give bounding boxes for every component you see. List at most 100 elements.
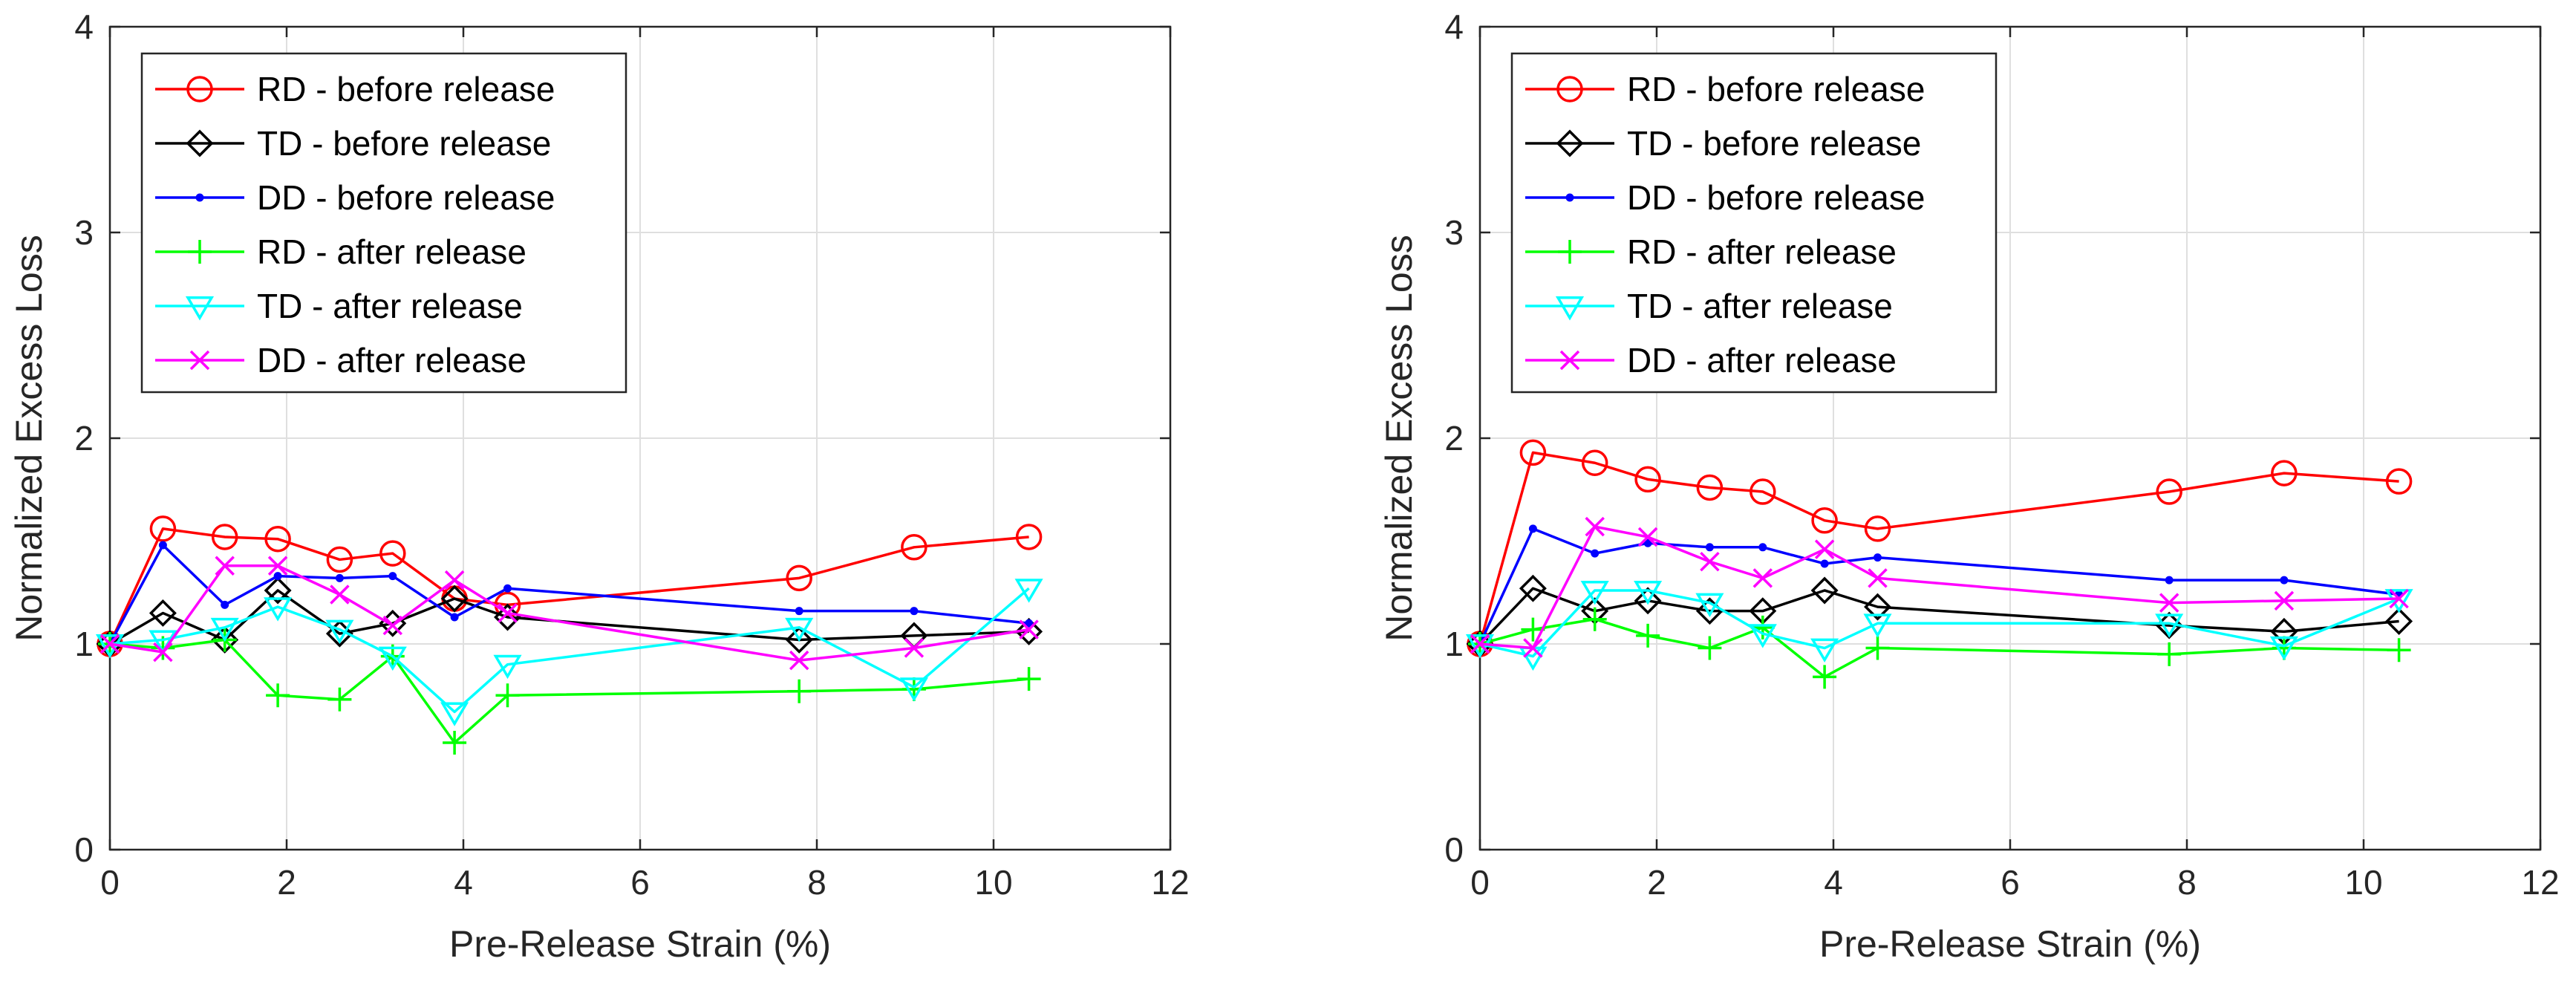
x-tick-label: 12 [1151, 863, 1189, 902]
y-tick-label: 1 [74, 625, 94, 663]
marker-x [1470, 634, 1490, 654]
y-axis-title: Normalized Excess Loss [1378, 235, 1420, 641]
x-tick-label: 8 [2177, 863, 2197, 902]
marker-dot [1591, 549, 1600, 558]
marker-x [1559, 350, 1580, 371]
marker-dot [221, 600, 229, 609]
marker-x [1868, 568, 1888, 588]
legend-item: RD - after release [155, 232, 526, 271]
marker-triangle-down [149, 630, 177, 654]
marker-x [1637, 527, 1658, 547]
marker-triangle-down [1555, 296, 1585, 321]
legend-item: RD - after release [1525, 232, 1897, 271]
series-line [1479, 589, 2400, 658]
marker-plus [1558, 240, 1582, 264]
x-tick-label: 10 [974, 863, 1012, 902]
series-line [1478, 587, 2399, 645]
marker-triangle-down [185, 296, 215, 321]
legend-item: RD - before release [1525, 70, 1925, 108]
series-line [109, 587, 1030, 714]
marker-circle [901, 534, 927, 561]
y-tick-label: 0 [74, 830, 94, 869]
legend-item: TD - after release [155, 287, 523, 325]
x-tick-label: 0 [100, 863, 120, 902]
marker-circle [1696, 474, 1724, 501]
legend-item: DD - after release [1525, 341, 1897, 380]
marker-plus [1017, 667, 1041, 691]
marker-x [1752, 568, 1773, 588]
marker-plus [327, 687, 352, 712]
marker-triangle-down [264, 597, 293, 622]
marker-dot [2165, 576, 2174, 585]
marker-x [153, 642, 173, 662]
marker-x [100, 634, 120, 654]
legend-label: DD - after release [257, 341, 526, 380]
marker-diamond [1519, 574, 1547, 602]
marker-triangle-down [1748, 624, 1777, 648]
marker-dot [1705, 543, 1714, 552]
marker-circle [2156, 478, 2182, 505]
x-tick-label: 2 [1647, 863, 1666, 902]
marker-triangle-down [899, 677, 928, 702]
legend-item: DD - before release [155, 178, 555, 217]
x-tick-label: 2 [277, 863, 296, 902]
legend-label: RD - before release [257, 70, 555, 108]
series-dd-after-release [100, 556, 1039, 671]
x-axis-title: Pre-Release Strain (%) [1819, 923, 2201, 965]
marker-plus [1813, 665, 1837, 689]
marker-plus [443, 730, 467, 755]
legend-item: DD - after release [155, 341, 526, 380]
marker-diamond [1864, 593, 1891, 621]
marker-x [189, 350, 210, 371]
legend-item: TD - before release [1525, 124, 1921, 163]
legend-label: RD - after release [257, 232, 526, 271]
marker-diamond [149, 599, 177, 627]
marker-triangle-down [1634, 581, 1663, 605]
marker-diamond [785, 625, 813, 654]
marker-dot [1643, 538, 1652, 547]
marker-triangle-down [378, 646, 407, 671]
legend-label: TD - after release [257, 287, 523, 325]
series-td-after-release [95, 579, 1043, 726]
marker-dot [795, 607, 803, 616]
marker-dot [1025, 619, 1034, 628]
legend-item: DD - before release [1525, 178, 1925, 217]
marker-dot [1820, 559, 1829, 568]
y-tick-label: 2 [74, 419, 94, 458]
marker-diamond [186, 129, 214, 157]
x-axis-title: Pre-Release Strain (%) [449, 923, 831, 965]
legend: RD - before release TD - before release DD… [1510, 52, 1998, 394]
y-tick-label: 0 [1444, 830, 1464, 869]
series-line [1478, 451, 2399, 645]
x-tick-label: 4 [454, 863, 473, 902]
marker-x [904, 638, 925, 658]
x-tick-label: 6 [630, 863, 650, 902]
marker-dot [1565, 193, 1574, 202]
y-tick-label: 3 [74, 213, 94, 252]
marker-triangle-down [1580, 581, 1609, 605]
x-tick-label: 8 [807, 863, 826, 902]
marker-circle [1556, 76, 1583, 102]
marker-circle [264, 525, 291, 553]
marker-diamond [1810, 576, 1839, 605]
marker-diamond [440, 585, 469, 613]
marker-circle [211, 524, 238, 550]
marker-triangle-down [210, 617, 239, 642]
legend-label: TD - before release [257, 124, 551, 163]
legend-label: TD - after release [1627, 287, 1893, 325]
marker-plus [1636, 623, 1660, 648]
marker-circle [379, 540, 406, 567]
marker-dot [2280, 576, 2289, 585]
marker-x [330, 585, 350, 605]
marker-plus [2387, 638, 2411, 662]
marker-triangle-down [1810, 638, 1839, 662]
y-tick-label: 2 [1444, 419, 1464, 458]
marker-circle [2385, 468, 2413, 495]
marker-x [1523, 638, 1543, 658]
marker-triangle-down [2155, 613, 2184, 638]
marker-x [2159, 593, 2179, 613]
marker-circle [2271, 460, 2298, 486]
marker-diamond [2385, 608, 2413, 636]
marker-circle [1519, 439, 1547, 466]
